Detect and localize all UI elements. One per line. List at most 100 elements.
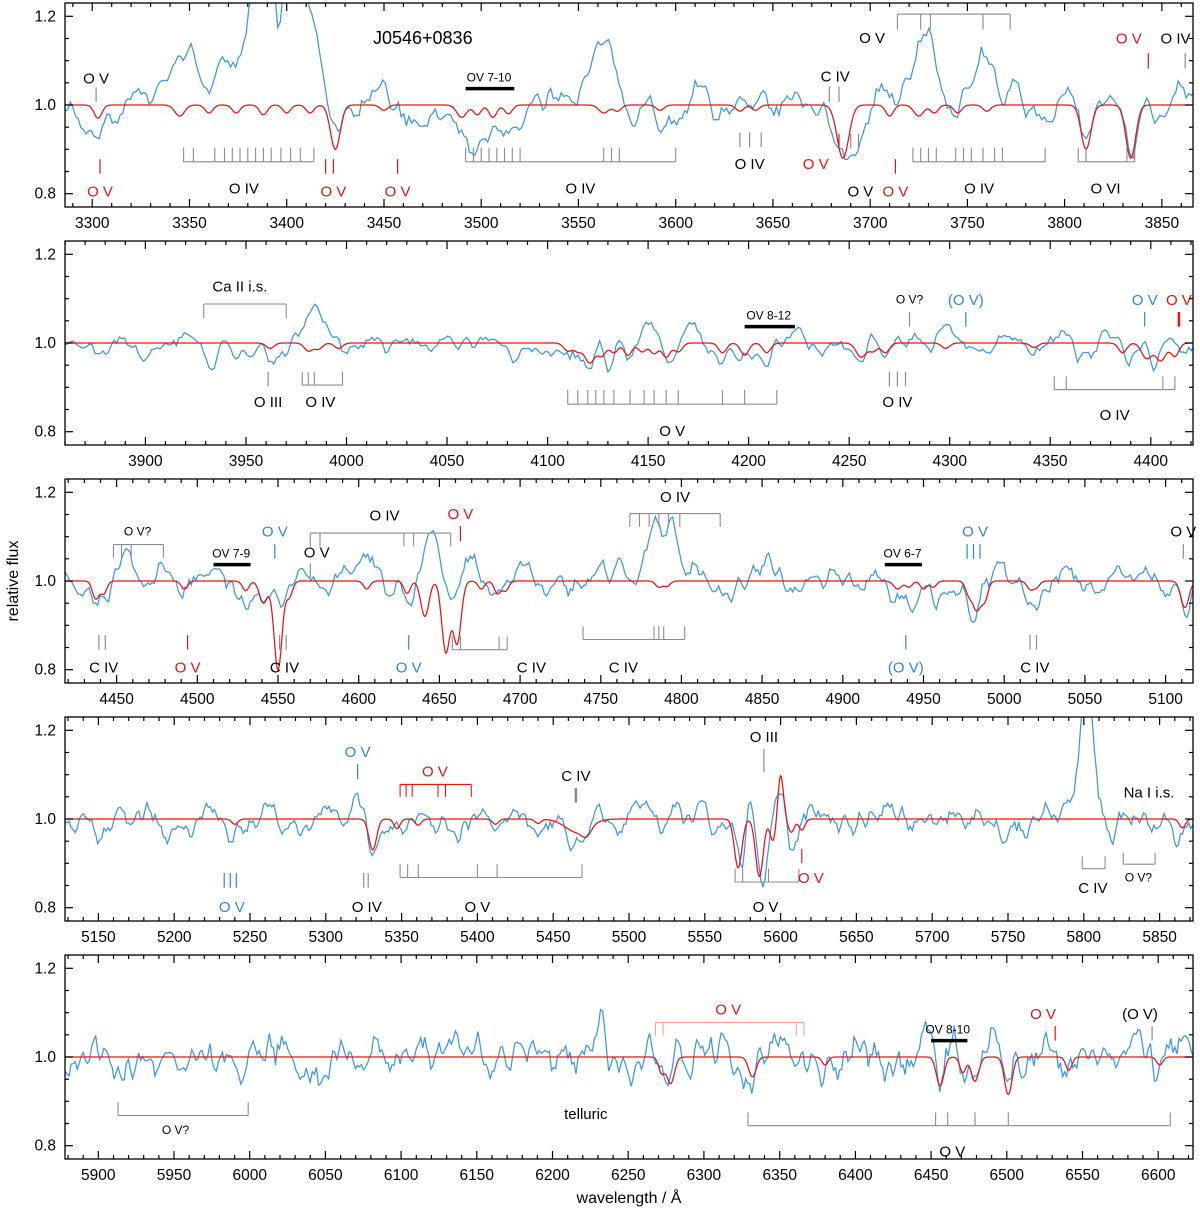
axes-frame: 3300 3350 3400 3450 3500 3550 3600 3650 3700 3750… (34, 2, 1194, 232)
line-id-label: O IV (660, 489, 690, 506)
axes-frame: 3900 3950 4000 4050 4100 4150 4200 4250 4300 4350… (34, 240, 1194, 470)
line-id-label: O III (750, 729, 778, 746)
line-id-label: telluric (564, 1106, 608, 1123)
line-id-label: O IV (305, 394, 335, 411)
y-tick-label: 1.0 (34, 1049, 56, 1066)
line-id-label: O IV (229, 181, 259, 198)
x-tick-label: 6400 (838, 1167, 873, 1184)
x-tick-label: 6450 (914, 1167, 949, 1184)
spectrum-plot: Ca II i.s. O III O IV OV 8-12 O V O V? (O V) O … (34, 240, 1194, 470)
x-tick-label: 5200 (157, 929, 192, 946)
line-id-label: O V (715, 1001, 741, 1018)
model-spectrum-line (65, 342, 1193, 364)
line-id-label: O V (1170, 524, 1196, 541)
x-tick-label: 6200 (535, 1167, 570, 1184)
line-id-label: Na I i.s. (1124, 785, 1175, 802)
spectra-layer (65, 717, 1193, 889)
x-tick-label: 4950 (906, 691, 941, 708)
x-tick-label: 6600 (1141, 1167, 1176, 1184)
x-tick-label: 4700 (503, 691, 538, 708)
model-spectrum-line (65, 774, 1193, 878)
x-tick-label: 3600 (658, 215, 693, 232)
x-tick-label: 3700 (853, 215, 888, 232)
spectrum-panel-5: O V OV 8-10 O V (O V) telluric O V? O V 5900 595… (0, 952, 1200, 1190)
axes-frame: 5150 5200 5250 5300 5350 5400 5450 5500 5550 5600… (34, 716, 1194, 946)
x-tick-label: 5100 (1148, 691, 1183, 708)
x-tick-label: 4100 (530, 453, 565, 470)
line-id-label: C IV (609, 659, 638, 676)
x-tick-label: 4600 (341, 691, 376, 708)
x-tick-label: 6300 (687, 1167, 722, 1184)
spectra-layer (65, 303, 1193, 374)
y-tick-label: 1.0 (34, 811, 56, 828)
line-id-label: O V (659, 423, 685, 440)
x-tick-label: 3800 (1047, 215, 1082, 232)
line-id-label: O V (422, 763, 448, 780)
line-id-label: O V? (124, 525, 152, 539)
spectrum-plot: O V? OV 7-9 O V O V O IV O V O IV OV 6-7 O V O V C… (34, 478, 1196, 708)
line-id-label: OV 6-7 (883, 547, 921, 561)
line-id-label: C IV (1078, 880, 1107, 897)
observed-spectrum-line (65, 1008, 1193, 1094)
x-tick-label: 4400 (1134, 453, 1169, 470)
x-tick-label: 4750 (584, 691, 619, 708)
x-tick-label: 4900 (826, 691, 861, 708)
line-id-label: O V (1132, 292, 1158, 309)
x-tick-label: 4250 (832, 453, 867, 470)
y-tick-label: 0.8 (34, 1138, 56, 1155)
x-tick-label: 4200 (731, 453, 766, 470)
x-tick-label: 5850 (1142, 929, 1177, 946)
x-tick-label: 5950 (157, 1167, 192, 1184)
x-tick-label: 4450 (99, 691, 134, 708)
x-tick-label: 5300 (309, 929, 344, 946)
x-axis-label: wavelength / Å (576, 1190, 682, 1207)
x-tick-label: 3850 (1145, 215, 1180, 232)
y-tick-label: 1.0 (34, 97, 56, 114)
x-tick-label: 5350 (384, 929, 419, 946)
x-tick-label: 3450 (367, 215, 402, 232)
line-id-label: OV 7-10 (467, 71, 512, 85)
x-tick-label: 3650 (756, 215, 791, 232)
observed-spectrum-line (65, 717, 1193, 889)
line-id-label: O V (882, 183, 908, 200)
x-tick-label: 5650 (839, 929, 874, 946)
x-tick-label: 5900 (81, 1167, 116, 1184)
axes-frame: 5900 5950 6000 6050 6100 6150 6200 6250 6300 6350… (34, 954, 1194, 1184)
x-tick-label: 6000 (232, 1167, 267, 1184)
line-id-label: O V (83, 71, 109, 88)
spectra-layer (65, 3, 1193, 161)
line-id-label: O IV (1100, 407, 1130, 424)
observed-spectrum-line (65, 514, 1193, 624)
line-id-label: O IV (735, 156, 765, 173)
model-spectrum-line (65, 104, 1193, 159)
y-axis-label: relative flux (5, 540, 22, 622)
line-id-label: O V (304, 544, 330, 561)
x-tick-label: 5250 (233, 929, 268, 946)
y-tick-label: 0.8 (34, 662, 56, 679)
line-id-label: C IV (517, 659, 546, 676)
line-id-label: O IV (964, 181, 994, 198)
line-id-label: Ca II i.s. (212, 279, 267, 296)
annotations-layer: O V? OV 7-9 O V O V O IV O V O IV OV 6-7 O V O V C… (89, 489, 1196, 676)
line-id-label: O V (464, 899, 490, 916)
line-id-label: (O V) (888, 659, 924, 676)
line-id-label: O V (1166, 292, 1192, 309)
line-id-label: O IV (882, 394, 912, 411)
spectrum-panel-4: O V O V C IV O III Na I i.s. O V O IV O V O V O V… (0, 714, 1200, 952)
y-tick-label: 0.8 (34, 900, 56, 917)
line-id-label: OV 8-10 (925, 1023, 970, 1037)
x-tick-label: 3300 (75, 215, 110, 232)
y-tick-label: 1.2 (34, 8, 56, 25)
x-tick-label: 4000 (329, 453, 364, 470)
spectrum-panel-3: O V? OV 7-9 O V O V O IV O V O IV OV 6-7 O V O V C… (0, 476, 1200, 714)
line-id-label: O V (345, 744, 371, 761)
x-tick-label: 4650 (422, 691, 457, 708)
x-tick-label: 3950 (229, 453, 264, 470)
line-id-label: O IV (369, 508, 399, 525)
x-tick-label: 4300 (932, 453, 967, 470)
x-tick-label: 6050 (308, 1167, 343, 1184)
x-tick-label: 5750 (991, 929, 1026, 946)
x-tick-label: 3900 (128, 453, 163, 470)
x-tick-label: 6500 (990, 1167, 1025, 1184)
